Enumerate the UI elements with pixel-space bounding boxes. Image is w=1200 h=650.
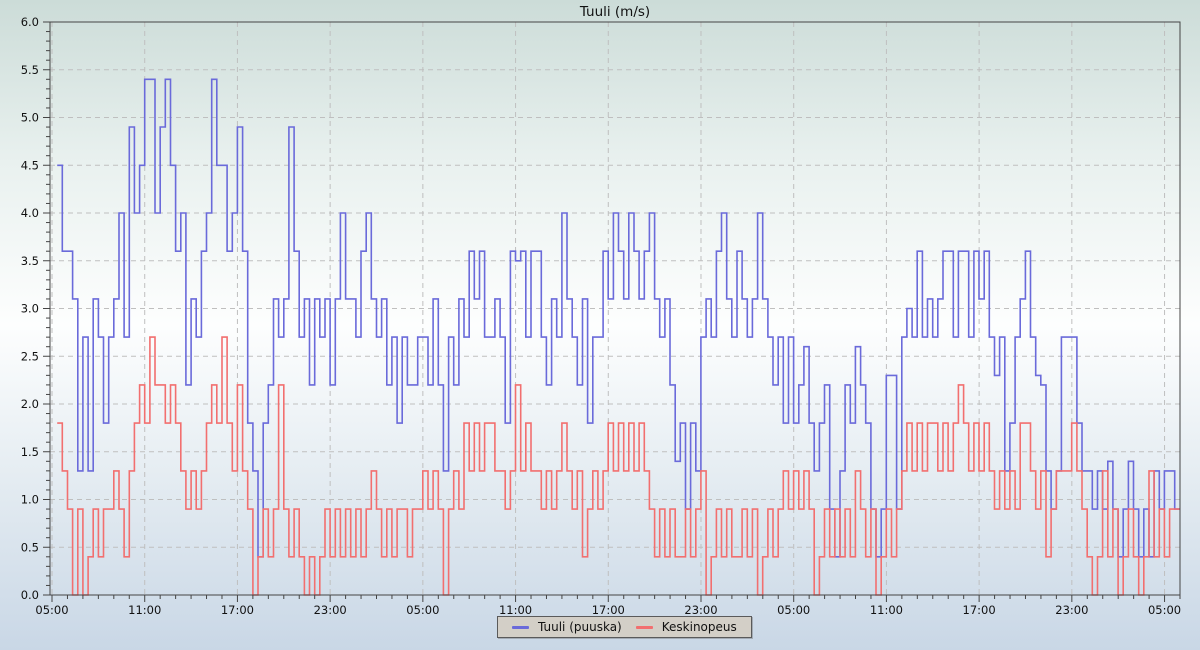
x-tick-label: 11:00	[499, 603, 532, 617]
x-tick-label: 23:00	[1055, 603, 1088, 617]
tick-layer	[43, 21, 1181, 602]
y-tick-label: 2.0	[21, 397, 39, 411]
y-tick-label: 4.5	[21, 158, 39, 172]
average-line-label: Keskinopeus	[661, 620, 737, 634]
x-tick-label: 17:00	[221, 603, 254, 617]
x-tick-label: 23:00	[314, 603, 347, 617]
x-tick-label: 05:00	[1148, 603, 1181, 617]
gust-line-swatch	[512, 625, 529, 629]
gust-line	[57, 78, 1180, 558]
x-tick-label: 11:00	[128, 603, 161, 617]
x-tick-label: 05:00	[35, 603, 68, 617]
y-tick-label: 1.0	[21, 493, 39, 507]
axis-label-layer: 0.0 0.5 1.0 1.5 2.0 2.5 3.0 3.5 4.0 4.5 5.0 5.5 6.0 0…	[21, 15, 1181, 617]
x-tick-label: 11:00	[870, 603, 903, 617]
x-tick-label: 17:00	[963, 603, 996, 617]
x-tick-label: 17:00	[592, 603, 625, 617]
y-tick-label: 0.0	[21, 588, 39, 602]
x-tick-label: 23:00	[684, 603, 717, 617]
legend: Tuuli (puuska) Keskinopeus	[497, 616, 752, 638]
y-tick-label: 0.5	[21, 540, 39, 554]
y-tick-label: 1.5	[21, 445, 39, 459]
y-tick-label: 2.5	[21, 349, 39, 363]
series-layer	[57, 78, 1180, 596]
x-tick-label: 05:00	[777, 603, 810, 617]
y-tick-label: 4.0	[21, 206, 39, 220]
gust-line-label: Tuuli (puuska)	[538, 620, 622, 634]
y-tick-label: 3.5	[21, 254, 39, 268]
legend-item-average: Keskinopeus	[635, 620, 737, 634]
average-line-swatch	[635, 625, 653, 629]
chart-title: Tuuli (m/s)	[579, 4, 650, 20]
y-tick-label: 6.0	[21, 15, 39, 29]
y-tick-label: 3.0	[21, 302, 39, 316]
legend-item-gust: Tuuli (puuska)	[512, 620, 622, 634]
y-tick-label: 5.5	[21, 63, 39, 77]
y-tick-label: 5.0	[21, 111, 39, 125]
average-line	[57, 336, 1180, 596]
x-tick-label: 05:00	[406, 603, 439, 617]
